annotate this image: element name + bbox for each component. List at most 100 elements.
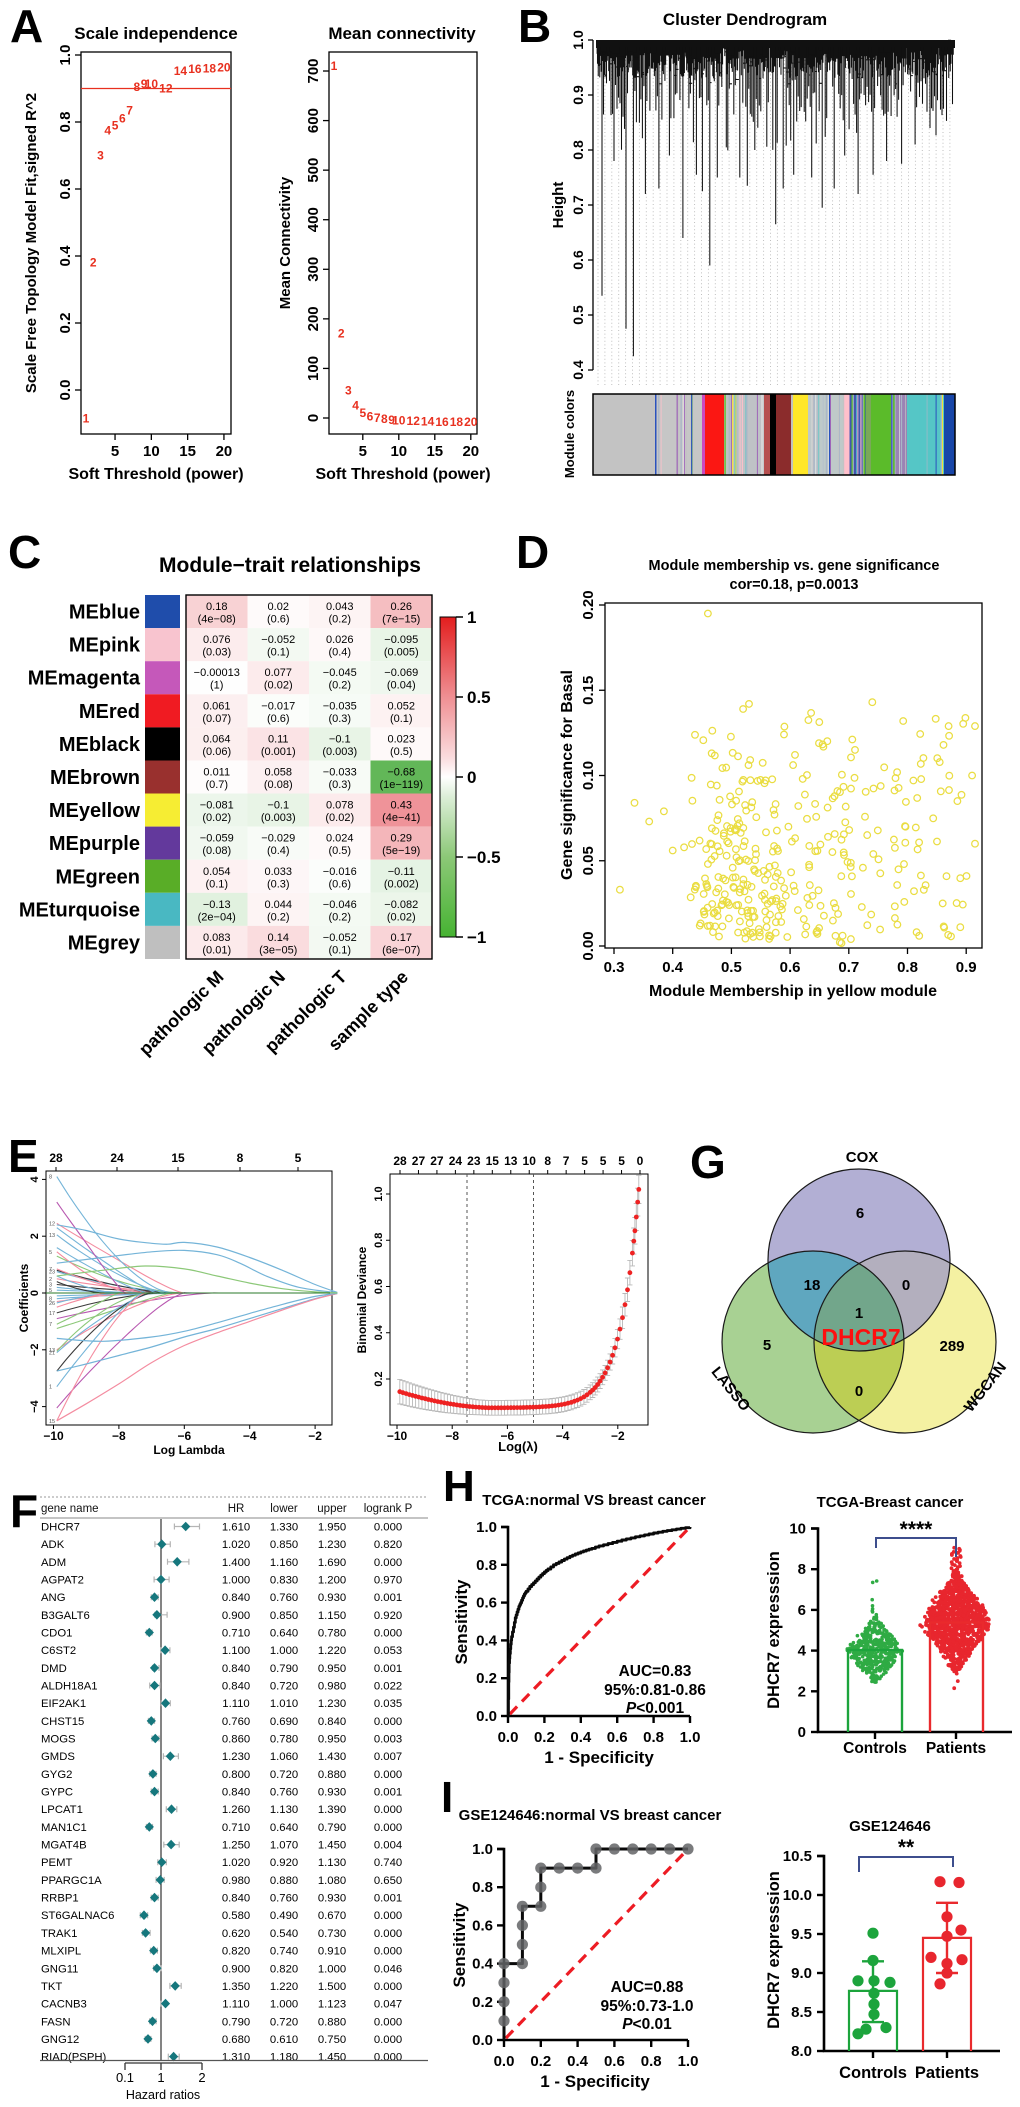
- svg-text:(0.08): (0.08): [264, 779, 293, 791]
- svg-text:0.4: 0.4: [57, 245, 74, 267]
- svg-text:Scale Free Topology Model Fit,: Scale Free Topology Model Fit,signed R^2: [23, 93, 40, 393]
- svg-text:−2: −2: [308, 1429, 322, 1443]
- svg-text:0.2: 0.2: [373, 1371, 385, 1386]
- svg-text:0.007: 0.007: [374, 1751, 402, 1763]
- svg-text:1.450: 1.450: [318, 2052, 346, 2064]
- svg-text:1.0: 1.0: [680, 1729, 701, 1746]
- svg-text:500: 500: [305, 158, 322, 183]
- svg-text:−10: −10: [43, 1429, 64, 1443]
- svg-text:0.077: 0.077: [264, 667, 292, 679]
- svg-text:−0.017: −0.017: [261, 700, 295, 712]
- svg-text:1: 1: [83, 411, 90, 425]
- svg-text:AUC=0.83: AUC=0.83: [619, 1663, 692, 1680]
- svg-text:200: 200: [305, 306, 322, 331]
- svg-text:28: 28: [393, 1154, 407, 1168]
- svg-text:DMD: DMD: [41, 1663, 67, 1675]
- svg-text:0.1: 0.1: [116, 2070, 134, 2085]
- svg-text:8: 8: [237, 1151, 244, 1165]
- svg-text:5: 5: [618, 1154, 625, 1168]
- svg-text:0.7: 0.7: [570, 195, 586, 215]
- svg-text:(0.7): (0.7): [205, 779, 228, 791]
- svg-text:400: 400: [305, 207, 322, 232]
- svg-text:1 - Specificity: 1 - Specificity: [544, 1748, 654, 1767]
- svg-text:(0.003): (0.003): [322, 746, 357, 758]
- svg-text:20: 20: [464, 415, 478, 429]
- svg-text:(0.3): (0.3): [328, 713, 351, 725]
- svg-text:0.044: 0.044: [264, 899, 292, 911]
- svg-text:1.100: 1.100: [222, 1645, 250, 1657]
- svg-text:Mean connectivity: Mean connectivity: [328, 24, 476, 43]
- svg-text:1.010: 1.010: [270, 1698, 298, 1710]
- svg-text:(0.001): (0.001): [261, 746, 296, 758]
- svg-text:(0.6): (0.6): [267, 614, 290, 626]
- svg-text:(3e−05): (3e−05): [259, 944, 297, 956]
- svg-text:0.5: 0.5: [570, 305, 586, 325]
- svg-text:7: 7: [563, 1154, 570, 1168]
- svg-text:E: E: [8, 1130, 39, 1182]
- svg-text:10: 10: [789, 1521, 806, 1538]
- svg-text:(0.3): (0.3): [328, 779, 351, 791]
- svg-text:−0.029: −0.029: [261, 833, 295, 845]
- svg-text:−0.68: −0.68: [387, 767, 415, 779]
- svg-text:2: 2: [798, 1683, 806, 1700]
- svg-text:cor=0.18, p=0.0013: cor=0.18, p=0.0013: [730, 577, 859, 593]
- svg-text:I: I: [441, 1773, 453, 1822]
- svg-text:0.02: 0.02: [268, 601, 289, 613]
- svg-text:Scale independence: Scale independence: [74, 24, 237, 43]
- svg-text:20: 20: [216, 443, 233, 460]
- svg-text:0.061: 0.061: [203, 700, 231, 712]
- svg-text:18: 18: [203, 61, 217, 75]
- svg-text:0.0: 0.0: [498, 1729, 519, 1746]
- svg-text:MEmagenta: MEmagenta: [28, 668, 141, 690]
- svg-text:(0.2): (0.2): [328, 911, 351, 923]
- svg-text:−10: −10: [387, 1429, 408, 1443]
- svg-text:0.7: 0.7: [838, 959, 859, 976]
- svg-text:−0.081: −0.081: [200, 800, 234, 812]
- svg-text:ANG: ANG: [41, 1592, 65, 1604]
- svg-text:(0.2): (0.2): [328, 680, 351, 692]
- svg-text:1.0: 1.0: [678, 2053, 699, 2070]
- svg-text:2: 2: [198, 2070, 205, 2085]
- svg-text:0.8: 0.8: [373, 1233, 385, 1248]
- svg-text:1.020: 1.020: [222, 1539, 250, 1551]
- svg-text:1: 1: [331, 59, 338, 73]
- svg-text:5: 5: [112, 118, 119, 132]
- svg-text:0.950: 0.950: [318, 1663, 346, 1675]
- svg-text:12: 12: [407, 414, 421, 428]
- svg-text:Log Lambda: Log Lambda: [153, 1443, 225, 1457]
- svg-text:(0.4): (0.4): [267, 845, 290, 857]
- svg-text:−0.033: −0.033: [323, 767, 357, 779]
- svg-text:Gene significance for Basal: Gene significance for Basal: [559, 670, 576, 880]
- svg-text:1.500: 1.500: [318, 1981, 346, 1993]
- svg-text:DHCR7 expresssion: DHCR7 expresssion: [765, 1871, 783, 2029]
- svg-text:0.6: 0.6: [604, 2053, 625, 2070]
- svg-text:0.900: 0.900: [222, 1963, 250, 1975]
- svg-text:0.840: 0.840: [222, 1592, 250, 1604]
- svg-text:1.000: 1.000: [222, 1575, 250, 1587]
- svg-text:0.2: 0.2: [530, 2053, 551, 2070]
- svg-text:8: 8: [49, 1297, 52, 1303]
- svg-text:20: 20: [462, 443, 479, 460]
- svg-text:95%:0.81-0.86: 95%:0.81-0.86: [604, 1682, 706, 1699]
- svg-text:CHST15: CHST15: [41, 1716, 84, 1728]
- svg-text:5: 5: [49, 1250, 52, 1256]
- svg-text:1.200: 1.200: [318, 1575, 346, 1587]
- svg-text:0.720: 0.720: [270, 1681, 298, 1693]
- svg-text:(0.1): (0.1): [205, 878, 228, 890]
- svg-text:MEred: MEred: [79, 701, 140, 723]
- svg-text:0.001: 0.001: [374, 1663, 402, 1675]
- svg-text:1.123: 1.123: [318, 1999, 346, 2011]
- svg-text:MOGS: MOGS: [41, 1734, 76, 1746]
- svg-text:0.4: 0.4: [570, 1729, 592, 1746]
- svg-text:MAN1C1: MAN1C1: [41, 1822, 87, 1834]
- svg-text:(0.002): (0.002): [384, 878, 419, 890]
- svg-text:10.0: 10.0: [783, 1887, 812, 1904]
- svg-text:AGPAT2: AGPAT2: [41, 1575, 84, 1587]
- svg-text:8: 8: [49, 1175, 52, 1181]
- svg-text:−0.052: −0.052: [261, 634, 295, 646]
- svg-text:8.0: 8.0: [791, 2043, 812, 2060]
- svg-text:0.850: 0.850: [270, 1539, 298, 1551]
- svg-text:0.880: 0.880: [318, 2016, 346, 2028]
- svg-text:0.000: 0.000: [374, 1557, 402, 1569]
- svg-text:0.950: 0.950: [318, 1734, 346, 1746]
